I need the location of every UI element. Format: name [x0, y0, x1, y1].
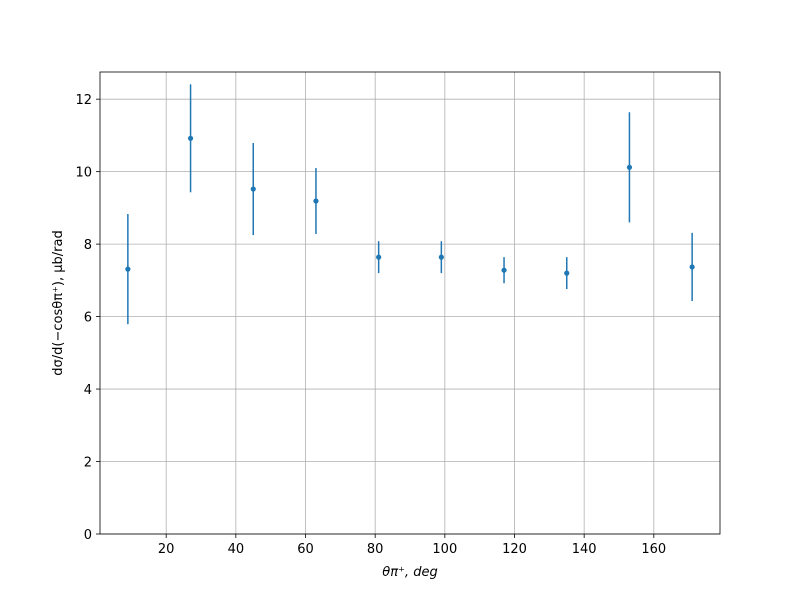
y-tick-label: 2	[84, 456, 92, 471]
data-point	[689, 264, 695, 270]
x-tick-label: 140	[572, 542, 597, 557]
data-point	[313, 198, 319, 204]
data-point	[501, 267, 507, 273]
x-tick-label: 160	[641, 542, 666, 557]
x-tick-label: 80	[367, 542, 384, 557]
y-tick-label: 10	[75, 166, 92, 181]
data-point	[438, 254, 444, 260]
data-point	[626, 164, 633, 170]
x-axis-label: θπ⁺, deg	[382, 565, 437, 580]
x-tick-label: 100	[432, 542, 457, 557]
y-tick-label: 6	[84, 311, 92, 326]
x-tick-label: 120	[502, 542, 527, 557]
x-tick-label: 60	[297, 542, 314, 557]
data-point	[125, 266, 131, 272]
plot-frame	[99, 71, 721, 535]
data-point	[564, 270, 570, 276]
y-tick-label: 8	[84, 238, 92, 253]
data-point	[376, 254, 382, 260]
data-point	[187, 135, 194, 141]
y-tick-label: 12	[75, 93, 92, 108]
x-tick-label: 20	[158, 542, 175, 557]
y-tick-label: 0	[84, 528, 92, 543]
y-axis-label: dσ/d(−cosθπ⁺), μb/rad	[51, 230, 66, 375]
y-tick-label: 4	[84, 383, 92, 398]
x-tick-label: 40	[228, 542, 245, 557]
data-point	[250, 186, 256, 192]
